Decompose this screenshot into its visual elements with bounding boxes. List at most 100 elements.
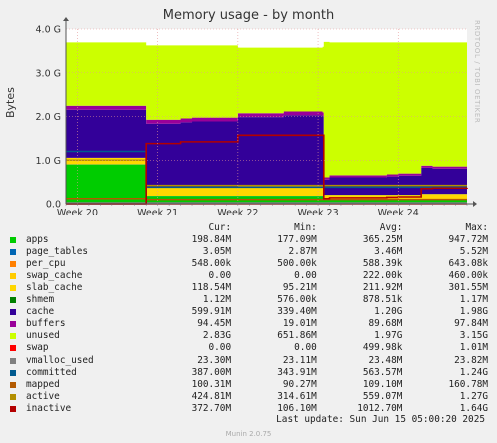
legend-header-row: Cur: Min: Avg: Max: xyxy=(8,222,489,234)
legend-swatch xyxy=(10,273,16,280)
legend-cur: 424.81M xyxy=(191,390,232,402)
legend-row-inactive: inactive 372.70M 106.10M 1012.70M 1.64G xyxy=(8,403,488,415)
legend-row-slab_cache: slab_cache 118.54M 95.21M 211.92M 301.55M xyxy=(8,282,488,294)
legend-row-swap: swap 0.00 0.00 499.98k 1.01M xyxy=(8,342,488,354)
x-tick-label: Week 21 xyxy=(137,208,178,215)
legend-name: committed xyxy=(25,366,77,378)
legend-avg: 222.00k xyxy=(362,270,403,282)
area-slab_cache xyxy=(66,157,467,200)
legend-name: swap xyxy=(25,342,49,354)
legend-min: 19.01M xyxy=(282,318,317,330)
y-tick-label: 0.0 xyxy=(46,200,61,211)
legend-max: 160.78M xyxy=(448,378,489,390)
legend-name: unused xyxy=(25,330,60,342)
legend-avg: 499.98k xyxy=(362,342,403,354)
legend-min: 500.00k xyxy=(277,258,317,270)
legend-max: 1.98G xyxy=(459,306,489,318)
legend-min: 95.21M xyxy=(282,282,317,294)
legend-avg: 1012.70M xyxy=(357,402,403,414)
legend-name: shmem xyxy=(25,294,55,306)
legend-header-avg: Avg: xyxy=(379,222,403,233)
legend-max: 97.84M xyxy=(454,318,489,330)
legend-min: 23.11M xyxy=(282,354,317,366)
legend-max: 3.15G xyxy=(459,330,489,342)
legend-row-committed: committed 387.00M 343.91M 563.57M 1.24G xyxy=(8,367,488,379)
legend-swatch xyxy=(10,309,16,316)
legend-min: 339.40M xyxy=(277,306,317,318)
legend-swatch xyxy=(10,357,16,364)
legend-rows: apps 198.84M 177.09M 365.25M 947.72M page_tab… xyxy=(8,234,488,415)
y-tick-label: 4.0 G xyxy=(36,25,62,36)
legend-cur: 387.00M xyxy=(191,366,232,378)
legend-max: 1.64G xyxy=(459,402,489,414)
legend-min: 651.86M xyxy=(277,330,317,342)
x-tick-label: Week 24 xyxy=(378,208,419,215)
legend-name: page_tables xyxy=(25,246,89,258)
y-tick-label: 2.0 G xyxy=(36,112,62,123)
legend-min: 106.10M xyxy=(277,402,317,414)
legend-min: 90.27M xyxy=(282,378,317,390)
legend-name: mapped xyxy=(25,378,60,390)
legend-cur: 3.05M xyxy=(202,246,232,258)
legend-header-cur: Cur: xyxy=(208,222,232,233)
grid-layer xyxy=(66,28,467,204)
legend-avg: 878.51k xyxy=(362,294,403,306)
legend-swatch xyxy=(10,393,16,400)
legend-name: slab_cache xyxy=(25,282,83,294)
legend-cur: 599.91M xyxy=(191,306,232,318)
legend-swatch xyxy=(10,333,16,340)
memory-chart: 0.0 1.0 G 2.0 G 3.0 G 4.0 G Week 20 Week 21 Wee… xyxy=(36,17,477,215)
legend-avg: 109.10M xyxy=(362,378,403,390)
legend-header-min: Min: xyxy=(294,222,317,233)
legend-name: per_cpu xyxy=(25,258,66,270)
legend-cur: 0.00 xyxy=(208,342,232,354)
legend-name: cache xyxy=(25,306,55,318)
legend-avg: 1.20G xyxy=(374,306,403,318)
legend-name: inactive xyxy=(25,402,72,414)
legend-max: 1.24G xyxy=(459,366,489,378)
legend-max: 1.01M xyxy=(459,342,489,354)
legend-row-active: active 424.81M 314.61M 559.07M 1.27G xyxy=(8,391,488,403)
legend-name: swap_cache xyxy=(25,270,83,282)
legend-cur: 198.84M xyxy=(191,234,232,246)
legend-cur: 0.00 xyxy=(208,270,232,282)
legend-row-swap_cache: swap_cache 0.00 0.00 222.00k 460.00k xyxy=(8,270,488,282)
legend-avg: 563.57M xyxy=(362,366,403,378)
legend-cur: 1.12M xyxy=(202,294,232,306)
legend-swatch xyxy=(10,285,16,292)
legend-max: 947.72M xyxy=(448,234,489,246)
area-unused xyxy=(66,41,467,178)
legend-max: 1.17M xyxy=(459,294,489,306)
legend-max: 460.00k xyxy=(448,270,489,282)
legend-avg: 23.48M xyxy=(368,354,403,366)
legend-swatch xyxy=(10,249,16,256)
legend-swatch xyxy=(10,237,16,244)
legend-row-cache: cache 599.91M 339.40M 1.20G 1.98G xyxy=(8,306,488,318)
legend-row-page_tables: page_tables 3.05M 2.87M 3.46M 5.52M xyxy=(8,246,488,258)
legend-row-mapped: mapped 100.31M 90.27M 109.10M 160.78M xyxy=(8,379,488,391)
legend-row-vmalloc_used: vmalloc_used 23.30M 23.11M 23.48M 23.82M xyxy=(8,355,488,367)
legend-swatch xyxy=(10,369,16,376)
legend-min: 0.00 xyxy=(294,270,317,282)
y-axis-arrow xyxy=(63,17,69,21)
legend-swatch xyxy=(10,345,16,352)
line-mapped xyxy=(66,197,467,201)
legend-row-unused: unused 2.83G 651.86M 1.97G 3.15G xyxy=(8,330,488,342)
legend-row-buffers: buffers 94.45M 19.01M 89.68M 97.84M xyxy=(8,318,488,330)
legend-row-apps: apps 198.84M 177.09M 365.25M 947.72M xyxy=(8,234,488,246)
x-tick-label: Week 23 xyxy=(297,208,338,215)
legend-row-per_cpu: per_cpu 548.00k 500.00k 588.39k 643.08k xyxy=(8,258,488,270)
x-tick-label: Week 22 xyxy=(217,208,258,215)
legend-name: active xyxy=(25,390,60,402)
legend-row-shmem: shmem 1.12M 576.00k 878.51k 1.17M xyxy=(8,294,488,306)
legend-cur: 94.45M xyxy=(197,318,232,330)
legend-avg: 588.39k xyxy=(362,258,403,270)
chart-title: Memory usage - by month xyxy=(162,8,335,23)
legend-cur: 118.54M xyxy=(191,282,232,294)
area-cache xyxy=(66,109,467,196)
legend-swatch xyxy=(10,261,16,268)
legend-name: apps xyxy=(25,234,49,246)
legend-swatch xyxy=(10,405,16,412)
legend-min: 2.87M xyxy=(288,246,317,258)
legend-avg: 559.07M xyxy=(362,390,403,402)
